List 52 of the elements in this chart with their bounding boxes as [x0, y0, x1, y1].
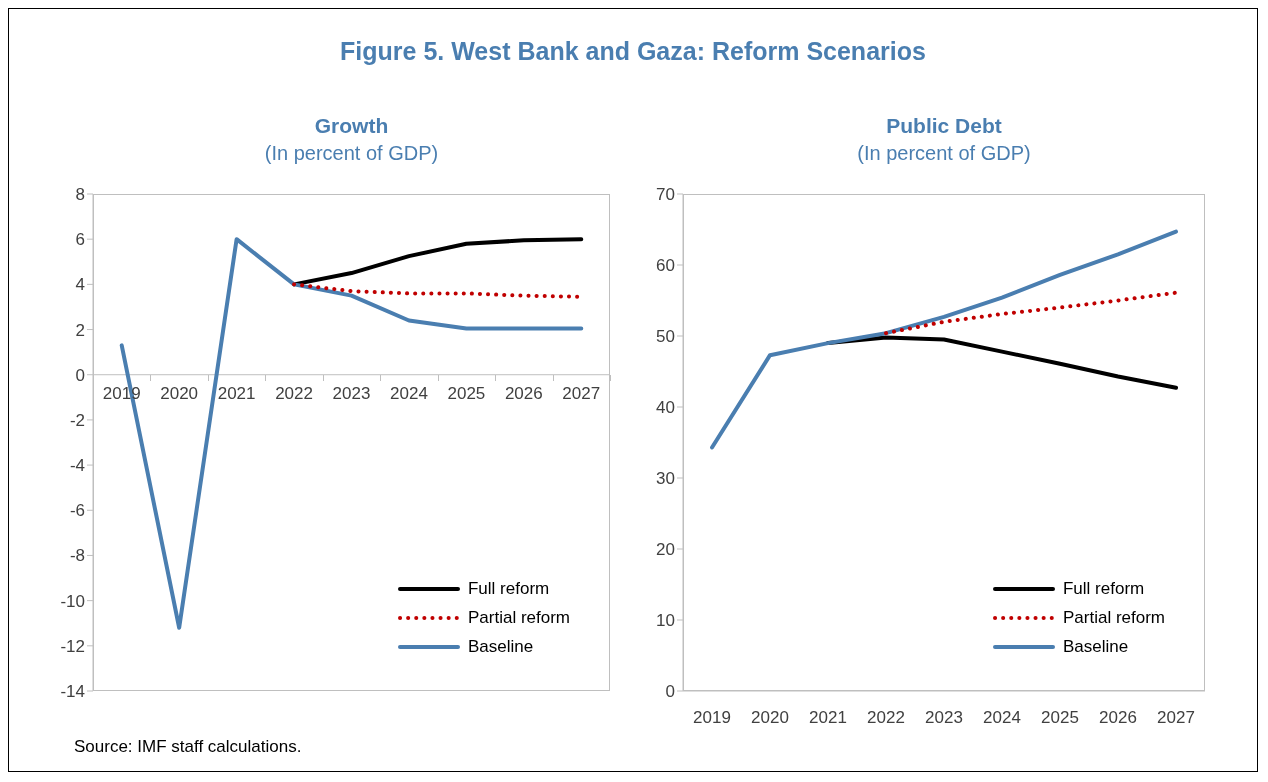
y-tick-label: 70 — [656, 185, 675, 205]
legend-label: Partial reform — [1062, 607, 1165, 628]
y-tick-label: 40 — [656, 398, 675, 418]
x-tick-label: 2019 — [693, 708, 731, 727]
y-tick-label: 4 — [75, 275, 85, 295]
x-tick-label: 2027 — [1157, 708, 1195, 727]
y-tick-label: -6 — [69, 501, 85, 521]
source-note: Source: IMF staff calculations. — [74, 737, 302, 757]
chart-title: Growth — [313, 114, 390, 138]
y-tick-label: 10 — [656, 611, 675, 631]
y-tick-label: 8 — [75, 185, 85, 205]
y-tick-label: 0 — [75, 365, 85, 385]
y-tick-label: 50 — [656, 327, 675, 347]
y-tick-label: 2 — [75, 320, 85, 340]
x-tick-label: 2027 — [562, 383, 601, 403]
chart-subtitle: (In percent of GDP) — [263, 142, 440, 165]
legend-label: Baseline — [1062, 636, 1129, 657]
x-tick-label: 2024 — [390, 383, 428, 403]
y-tick-label: -12 — [60, 636, 85, 656]
x-tick-label: 2022 — [867, 708, 905, 727]
x-tick-label: 2021 — [809, 708, 847, 727]
x-tick-label: 2020 — [160, 383, 199, 403]
y-tick-label: 60 — [656, 256, 675, 276]
y-tick-label: 20 — [656, 540, 675, 560]
y-tick-label: 6 — [75, 230, 85, 250]
x-tick-label: 2023 — [925, 708, 963, 727]
y-tick-label: -2 — [69, 410, 85, 430]
chart-subtitle: (In percent of GDP) — [856, 142, 1032, 165]
legend-label: Full reform — [1062, 578, 1145, 599]
y-tick-label: 30 — [656, 469, 675, 489]
x-tick-label: 2024 — [983, 708, 1021, 727]
legend-label: Baseline — [467, 636, 534, 657]
x-tick-label: 2023 — [332, 383, 371, 403]
x-tick-label: 2021 — [217, 383, 256, 403]
legend-label: Partial reform — [467, 607, 570, 628]
line-series — [884, 290, 1178, 336]
x-tick-label: 2025 — [1041, 708, 1079, 727]
y-tick-label: -10 — [60, 591, 85, 611]
x-tick-label: 2026 — [504, 383, 543, 403]
line-series — [292, 237, 584, 287]
chart-title: Public Debt — [885, 114, 1003, 138]
legend-label: Full reform — [467, 578, 550, 599]
x-tick-label: 2025 — [447, 383, 486, 403]
y-tick-label: 0 — [665, 682, 675, 702]
x-tick-label: 2022 — [275, 383, 313, 403]
x-tick-label: 2020 — [751, 708, 789, 727]
x-tick-label: 2026 — [1099, 708, 1137, 727]
y-tick-label: -14 — [60, 682, 85, 702]
y-tick-label: -4 — [69, 456, 85, 476]
y-tick-label: -8 — [69, 546, 85, 566]
line-series — [710, 229, 1178, 450]
caption: Figure 5. West Bank and Gaza: Reform Scenarios — [339, 37, 927, 66]
